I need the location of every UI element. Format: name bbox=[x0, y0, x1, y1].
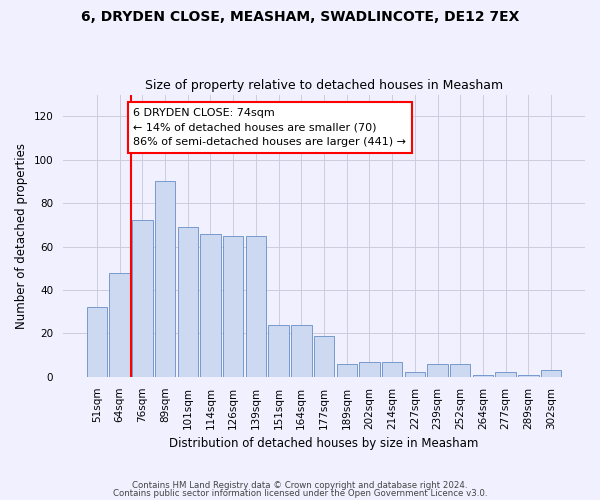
Bar bbox=[109, 272, 130, 377]
Bar bbox=[427, 364, 448, 377]
Bar bbox=[200, 234, 221, 377]
Text: Contains public sector information licensed under the Open Government Licence v3: Contains public sector information licen… bbox=[113, 488, 487, 498]
X-axis label: Distribution of detached houses by size in Measham: Distribution of detached houses by size … bbox=[169, 437, 479, 450]
Bar bbox=[450, 364, 470, 377]
Title: Size of property relative to detached houses in Measham: Size of property relative to detached ho… bbox=[145, 79, 503, 92]
Bar bbox=[178, 227, 198, 377]
Bar bbox=[132, 220, 152, 377]
Y-axis label: Number of detached properties: Number of detached properties bbox=[15, 142, 28, 328]
Bar bbox=[541, 370, 561, 377]
Text: 6, DRYDEN CLOSE, MEASHAM, SWADLINCOTE, DE12 7EX: 6, DRYDEN CLOSE, MEASHAM, SWADLINCOTE, D… bbox=[81, 10, 519, 24]
Bar bbox=[404, 372, 425, 377]
Bar bbox=[496, 372, 516, 377]
Bar bbox=[473, 374, 493, 377]
Bar bbox=[268, 324, 289, 377]
Bar bbox=[223, 236, 244, 377]
Bar bbox=[359, 362, 380, 377]
Bar bbox=[245, 236, 266, 377]
Text: Contains HM Land Registry data © Crown copyright and database right 2024.: Contains HM Land Registry data © Crown c… bbox=[132, 481, 468, 490]
Bar bbox=[291, 324, 311, 377]
Bar bbox=[382, 362, 403, 377]
Bar bbox=[518, 374, 539, 377]
Text: 6 DRYDEN CLOSE: 74sqm
← 14% of detached houses are smaller (70)
86% of semi-deta: 6 DRYDEN CLOSE: 74sqm ← 14% of detached … bbox=[133, 108, 406, 147]
Bar bbox=[155, 182, 175, 377]
Bar bbox=[314, 336, 334, 377]
Bar bbox=[87, 308, 107, 377]
Bar bbox=[337, 364, 357, 377]
